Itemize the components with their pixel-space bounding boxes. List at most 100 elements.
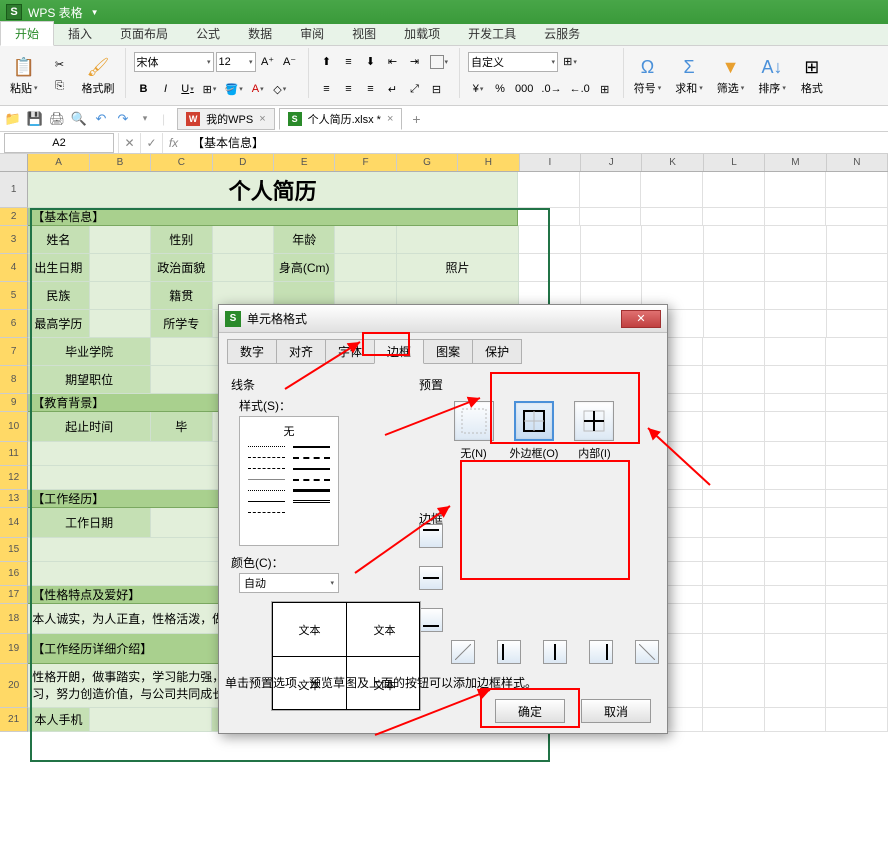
row-header-19[interactable]: 19 — [0, 634, 28, 664]
dialog-tab-1[interactable]: 对齐 — [276, 339, 326, 364]
cell[interactable]: 姓名 — [28, 226, 89, 254]
cell[interactable]: 期望职位 — [28, 366, 151, 394]
align-top-button[interactable]: ⬆ — [317, 52, 337, 72]
column-header-L[interactable]: L — [704, 154, 765, 171]
row-header-6[interactable]: 6 — [0, 310, 28, 338]
cell[interactable] — [826, 466, 888, 490]
increase-decimal-button[interactable]: .0→ — [538, 79, 564, 99]
doc-tab-close-icon[interactable]: × — [259, 113, 265, 125]
cell[interactable] — [642, 254, 703, 282]
cell[interactable] — [703, 604, 765, 634]
border-left-button[interactable] — [497, 640, 521, 664]
column-header-C[interactable]: C — [151, 154, 212, 171]
cell[interactable] — [826, 604, 888, 634]
cell[interactable] — [703, 664, 765, 708]
row-header-13[interactable]: 13 — [0, 490, 28, 508]
row-header-21[interactable]: 21 — [0, 708, 28, 732]
cell[interactable]: 毕业学院 — [28, 338, 151, 366]
select-all-corner[interactable] — [0, 154, 28, 171]
cell[interactable] — [765, 508, 827, 538]
align-bottom-button[interactable]: ⬇ — [361, 52, 381, 72]
menu-tab-7[interactable]: 加载项 — [390, 22, 454, 45]
border-top-button[interactable] — [419, 524, 443, 548]
formula-input[interactable]: 【基本信息】 — [184, 134, 888, 151]
cell[interactable] — [90, 310, 151, 338]
cell[interactable]: 本人手机 — [28, 708, 90, 732]
column-header-J[interactable]: J — [581, 154, 642, 171]
cell[interactable] — [397, 226, 519, 254]
row-header-3[interactable]: 3 — [0, 226, 28, 254]
border-right-button[interactable] — [589, 640, 613, 664]
cell[interactable]: 民族 — [28, 282, 89, 310]
cell[interactable]: 出生日期 — [28, 254, 89, 282]
dialog-close-button[interactable]: ✕ — [621, 310, 661, 328]
border-preview[interactable]: 文本 文本 文本 文本 — [271, 601, 421, 711]
border-bottom-button[interactable] — [419, 608, 443, 632]
percent-button[interactable]: % — [490, 79, 510, 99]
column-header-B[interactable]: B — [90, 154, 151, 171]
merge-button[interactable]: ▾ — [427, 52, 452, 72]
decrease-decimal-button[interactable]: ←.0 — [567, 79, 593, 99]
menu-tab-1[interactable]: 插入 — [54, 22, 106, 45]
symbol-button[interactable]: Ω符号▾ — [628, 48, 668, 103]
cell[interactable] — [703, 366, 765, 394]
row-header-7[interactable]: 7 — [0, 338, 28, 366]
cell[interactable] — [765, 466, 827, 490]
cell[interactable] — [335, 226, 396, 254]
align-left-button[interactable]: ≡ — [317, 79, 337, 99]
cell[interactable] — [213, 254, 274, 282]
cell[interactable]: 籍贯 — [151, 282, 212, 310]
save-icon[interactable]: 💾 — [26, 110, 44, 128]
italic-button[interactable]: I — [156, 79, 176, 99]
cell[interactable]: 政治面貌 — [151, 254, 212, 282]
indent-right-button[interactable]: ⇥ — [405, 52, 425, 72]
cell[interactable] — [826, 412, 888, 442]
row-header-5[interactable]: 5 — [0, 282, 28, 310]
menu-tab-9[interactable]: 云服务 — [530, 22, 594, 45]
cell[interactable] — [90, 282, 151, 310]
cell[interactable] — [765, 412, 827, 442]
cell[interactable] — [765, 172, 827, 208]
preset-none-button[interactable]: 无(N) — [454, 401, 494, 461]
row-header-12[interactable]: 12 — [0, 466, 28, 490]
row-header-8[interactable]: 8 — [0, 366, 28, 394]
preset-outer-button[interactable]: 外边框(O) — [510, 401, 559, 461]
cell[interactable] — [703, 490, 765, 508]
cell[interactable]: 工作日期 — [28, 508, 151, 538]
cell[interactable] — [703, 338, 765, 366]
cell[interactable] — [826, 172, 888, 208]
cell[interactable] — [765, 208, 827, 226]
cell[interactable] — [519, 254, 580, 282]
cell[interactable] — [765, 226, 826, 254]
row-header-14[interactable]: 14 — [0, 508, 28, 538]
cell[interactable] — [90, 226, 151, 254]
cell[interactable] — [765, 310, 826, 338]
format-painter-button[interactable]: 🖌 格式刷 — [76, 48, 121, 103]
cell[interactable] — [765, 282, 826, 310]
table-format-button[interactable]: ⊞▾ — [560, 52, 580, 72]
cell[interactable]: 性别 — [151, 226, 212, 254]
row-header-1[interactable]: 1 — [0, 172, 28, 208]
cut-button[interactable]: ✂ — [50, 55, 70, 75]
column-header-D[interactable]: D — [213, 154, 274, 171]
dialog-tab-4[interactable]: 图案 — [423, 339, 473, 364]
cell[interactable]: 起止时间 — [28, 412, 151, 442]
currency-button[interactable]: ¥▾ — [468, 79, 488, 99]
cell[interactable]: 【基本信息】 — [28, 208, 518, 226]
cell[interactable] — [826, 562, 888, 586]
ok-button[interactable]: 确定 — [495, 699, 565, 723]
dialog-tab-3[interactable]: 边框 — [374, 339, 424, 364]
border-hmiddle-button[interactable] — [419, 566, 443, 590]
merge-cells-button[interactable]: ⊟ — [427, 79, 447, 99]
comma-button[interactable]: 000 — [512, 79, 536, 99]
cell[interactable] — [581, 254, 642, 282]
cell[interactable] — [641, 208, 703, 226]
cell[interactable] — [703, 394, 765, 412]
cell[interactable] — [335, 254, 396, 282]
increase-font-button[interactable]: A⁺ — [258, 52, 278, 72]
cell[interactable] — [765, 338, 827, 366]
cell[interactable] — [213, 226, 274, 254]
cell[interactable] — [518, 208, 580, 226]
cell[interactable] — [826, 538, 888, 562]
line-style-none[interactable]: 无 — [244, 421, 334, 441]
